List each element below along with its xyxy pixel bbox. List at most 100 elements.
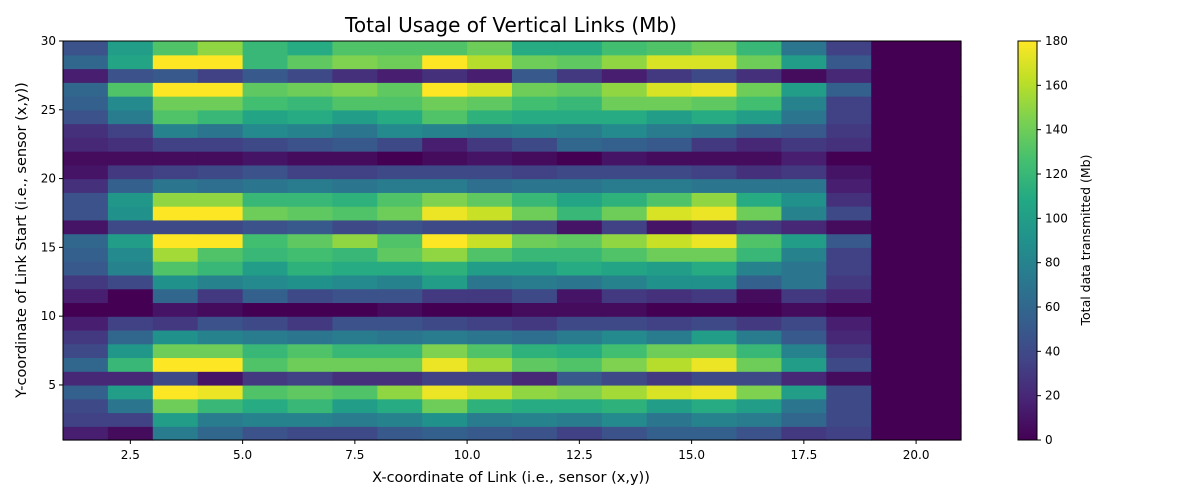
heatmap-cell xyxy=(422,137,468,152)
heatmap-cell xyxy=(287,96,333,111)
heatmap-cell xyxy=(826,316,872,331)
heatmap-cell xyxy=(287,261,333,276)
heatmap-cell xyxy=(646,54,693,70)
heatmap-cell xyxy=(556,233,603,248)
heatmap-cell xyxy=(512,316,558,331)
heatmap-cell xyxy=(377,426,423,441)
heatmap-cell xyxy=(871,329,917,345)
heatmap-cell xyxy=(691,192,738,207)
heatmap-cell xyxy=(467,343,513,359)
heatmap-cell xyxy=(152,68,199,83)
heatmap-cell xyxy=(242,357,289,372)
heatmap-cell xyxy=(197,412,244,427)
heatmap-cell xyxy=(916,178,962,193)
heatmap-cell xyxy=(377,192,423,207)
heatmap-cell xyxy=(377,151,423,166)
heatmap-cell xyxy=(646,41,693,56)
heatmap-cell xyxy=(916,233,962,248)
heatmap-cell xyxy=(781,123,827,138)
heatmap-cell xyxy=(197,343,244,359)
heatmap-cell xyxy=(781,68,827,83)
heatmap-cell xyxy=(871,357,917,372)
heatmap-cell xyxy=(152,41,199,56)
heatmap-cell xyxy=(197,96,244,111)
heatmap-cell xyxy=(242,426,289,441)
heatmap-cell xyxy=(63,316,109,331)
heatmap-cell xyxy=(242,371,289,386)
heatmap-cell xyxy=(152,261,199,276)
heatmap-cell xyxy=(646,343,693,359)
heatmap-cell xyxy=(781,288,827,304)
heatmap-cell xyxy=(601,164,648,180)
heatmap-cell xyxy=(556,41,603,56)
heatmap-cell xyxy=(107,329,154,345)
heatmap-cell xyxy=(287,82,333,97)
heatmap-cell xyxy=(781,274,827,290)
heatmap-cell xyxy=(107,41,154,56)
heatmap-cell xyxy=(556,54,603,70)
heatmap-cell xyxy=(871,426,917,441)
heatmap-cell xyxy=(242,41,289,56)
heatmap-cell xyxy=(197,219,244,235)
heatmap-cell xyxy=(287,329,333,345)
heatmap-cell xyxy=(781,137,827,152)
heatmap-cell xyxy=(556,398,603,414)
heatmap-cell xyxy=(781,54,827,70)
heatmap-cell xyxy=(556,109,603,125)
heatmap-cell xyxy=(63,233,109,248)
heatmap-cell xyxy=(242,343,289,359)
heatmap-cell xyxy=(646,412,693,427)
heatmap-cell xyxy=(63,288,109,304)
heatmap-cell xyxy=(197,123,244,138)
heatmap-cell xyxy=(736,233,782,248)
heatmap-cell xyxy=(332,178,378,193)
heatmap-cell xyxy=(556,316,603,331)
heatmap-cell xyxy=(422,123,468,138)
heatmap-cell xyxy=(646,357,693,372)
y-axis: 5 10 15 20 25 30 xyxy=(41,34,63,392)
heatmap-cell xyxy=(736,329,782,345)
heatmap-cell xyxy=(332,302,378,317)
heatmap-cell xyxy=(377,247,423,262)
heatmap-cell xyxy=(377,357,423,372)
y-tick-label: 15 xyxy=(41,240,56,254)
heatmap-cell xyxy=(556,426,603,441)
heatmap-cell xyxy=(197,164,244,180)
heatmap-cell xyxy=(512,82,558,97)
heatmap-cell xyxy=(736,109,782,125)
heatmap-cell xyxy=(242,137,289,152)
heatmap-cell xyxy=(556,384,603,400)
heatmap-cell xyxy=(63,261,109,276)
heatmap-cell xyxy=(916,54,962,70)
heatmap-cell xyxy=(916,329,962,345)
heatmap-cell xyxy=(826,329,872,345)
heatmap-cell xyxy=(107,151,154,166)
heatmap-cell xyxy=(601,137,648,152)
heatmap-cell xyxy=(736,398,782,414)
heatmap-cell xyxy=(871,288,917,304)
heatmap-cell xyxy=(467,247,513,262)
heatmap-cell xyxy=(556,302,603,317)
heatmap-cell xyxy=(601,274,648,290)
heatmap-cell xyxy=(826,357,872,372)
heatmap-cell xyxy=(197,54,244,70)
heatmap-cell xyxy=(197,82,244,97)
heatmap-cell xyxy=(601,343,648,359)
heatmap-cell xyxy=(197,329,244,345)
colorbar-tick-label: 40 xyxy=(1045,344,1060,358)
heatmap-cell xyxy=(197,384,244,400)
x-tick-label: 15.0 xyxy=(678,448,705,462)
heatmap-cell xyxy=(242,123,289,138)
heatmap-cell xyxy=(556,371,603,386)
heatmap-cell xyxy=(467,68,513,83)
heatmap-cell xyxy=(377,82,423,97)
heatmap-cell xyxy=(467,288,513,304)
heatmap-cell xyxy=(736,384,782,400)
heatmap-cell xyxy=(422,274,468,290)
heatmap-cell xyxy=(107,343,154,359)
heatmap-cell xyxy=(826,41,872,56)
heatmap-cell xyxy=(422,357,468,372)
heatmap-cell xyxy=(287,41,333,56)
heatmap-cell xyxy=(152,343,199,359)
heatmap-cell xyxy=(512,137,558,152)
